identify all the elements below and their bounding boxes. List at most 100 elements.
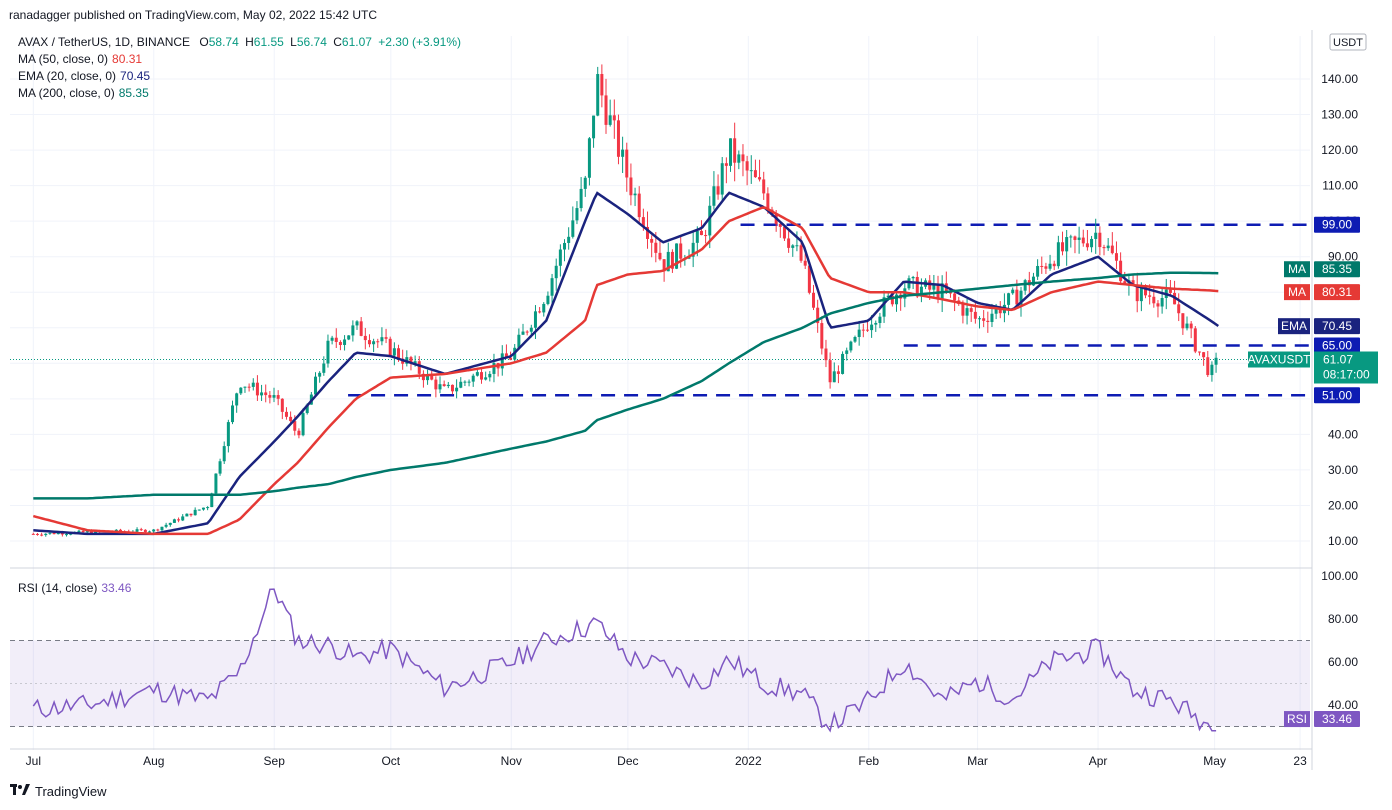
legend-ma50[interactable]: MA (50, close, 0) 80.31	[18, 52, 142, 66]
time-tick-label: Jul	[26, 754, 41, 768]
candle-body	[865, 329, 869, 331]
footer-brand[interactable]: TradingView	[10, 784, 107, 799]
candle-body	[343, 339, 347, 345]
candle-body	[442, 384, 446, 387]
candle-body	[691, 242, 695, 257]
candle-body	[89, 531, 93, 534]
candle-body	[243, 386, 247, 388]
time-tick-label: 23	[1293, 754, 1307, 768]
candle-body	[666, 251, 670, 272]
candle-body	[48, 532, 52, 534]
legend-ema20[interactable]: EMA (20, close, 0) 70.45	[18, 69, 150, 83]
time-tick-label: Mar	[967, 754, 988, 768]
support-resistance-levels	[10, 223, 1310, 397]
symbol-side-tag-text: AVAXUSDT	[1248, 353, 1312, 367]
candle-body	[600, 74, 604, 96]
candle-body	[849, 341, 853, 351]
candle-body	[953, 293, 957, 301]
candle-body	[181, 516, 185, 521]
ema-tag-box	[1314, 318, 1360, 335]
ma50-tag-box	[1314, 284, 1360, 301]
candle-body	[720, 163, 724, 195]
candle-body	[1197, 351, 1201, 353]
candle-body	[201, 507, 205, 510]
candle-body	[280, 398, 284, 412]
candle-body	[139, 529, 143, 531]
level-99-tag-box	[1314, 216, 1360, 233]
candle-body	[1061, 242, 1065, 252]
candle-body	[459, 381, 463, 388]
price-tick-label: 120.00	[1321, 143, 1358, 157]
candle-body	[193, 509, 197, 516]
legend-rsi[interactable]: RSI (14, close) 33.46	[18, 581, 131, 595]
candle-body	[1214, 357, 1218, 365]
price-tick-label: 90.00	[1328, 250, 1358, 264]
legend-ma200[interactable]: MA (200, close, 0) 85.35	[18, 86, 149, 100]
candle-body	[1202, 352, 1206, 358]
ma50-label: MA (50, close, 0)	[18, 52, 109, 66]
candle-body	[542, 303, 546, 313]
last-price-value: 61.07	[1323, 353, 1353, 367]
candle-body	[741, 154, 745, 162]
time-tick-label: Feb	[858, 754, 879, 768]
candle-body	[558, 249, 562, 266]
candle-body	[1052, 263, 1056, 267]
ma50-value: 80.31	[112, 52, 143, 66]
rsi-tick-label: 80.00	[1328, 612, 1358, 626]
candle-body	[596, 74, 600, 116]
candle-body	[766, 193, 770, 210]
candle-body	[363, 335, 367, 341]
close-value: 61.07	[341, 35, 372, 49]
candle-body	[1036, 265, 1040, 277]
candle-body	[1081, 237, 1085, 244]
candle-body	[1085, 243, 1089, 248]
symbol-label[interactable]: AVAX / TetherUS, 1D, BINANCE	[18, 35, 191, 49]
price-tick-label: 40.00	[1328, 427, 1358, 441]
candle-body	[85, 531, 89, 533]
candle-body	[251, 382, 255, 387]
candle-body	[787, 238, 791, 248]
candle-body	[189, 513, 193, 516]
brand-name: TradingView	[35, 784, 107, 799]
candle-body	[471, 375, 475, 382]
candle-body	[579, 188, 583, 209]
ma200-value: 85.35	[118, 86, 149, 100]
candle-body	[272, 395, 276, 398]
candle-body	[616, 120, 620, 157]
candle-body	[608, 115, 612, 125]
candle-body	[164, 524, 168, 527]
candle-body	[758, 177, 762, 180]
candle-body	[264, 392, 268, 396]
candle-body	[504, 353, 508, 358]
candle-body	[670, 251, 674, 269]
level-99-tag-text: 99.00	[1322, 218, 1352, 232]
candle-body	[708, 205, 712, 236]
currency-box[interactable]	[1329, 33, 1367, 51]
candle-body	[1044, 266, 1048, 269]
candle-body	[40, 534, 44, 536]
candle-body	[1094, 232, 1098, 239]
currency-label[interactable]: USDT	[1333, 37, 1363, 49]
rsi-tick-label: 100.00	[1321, 569, 1358, 583]
candle-body	[81, 530, 85, 533]
candle-body	[861, 329, 865, 331]
ma200-side-tag-text: MA	[1288, 262, 1306, 276]
candle-body	[430, 374, 434, 380]
candle-body	[807, 265, 811, 293]
high-value: 61.55	[253, 35, 284, 49]
candle-body	[973, 311, 977, 319]
candle-body	[500, 353, 504, 369]
candle-body	[583, 177, 587, 189]
candle-body	[226, 422, 230, 447]
level-51-tag-box	[1314, 387, 1360, 404]
candle-body	[1065, 237, 1069, 252]
rsi-value: 33.46	[101, 581, 132, 595]
time-tick-label: Nov	[501, 754, 522, 768]
candle-body	[60, 532, 64, 535]
candle-body	[749, 170, 753, 172]
candle-body	[662, 259, 666, 272]
candles	[31, 64, 1218, 537]
candle-body	[488, 373, 492, 378]
candle-body	[1123, 281, 1127, 284]
